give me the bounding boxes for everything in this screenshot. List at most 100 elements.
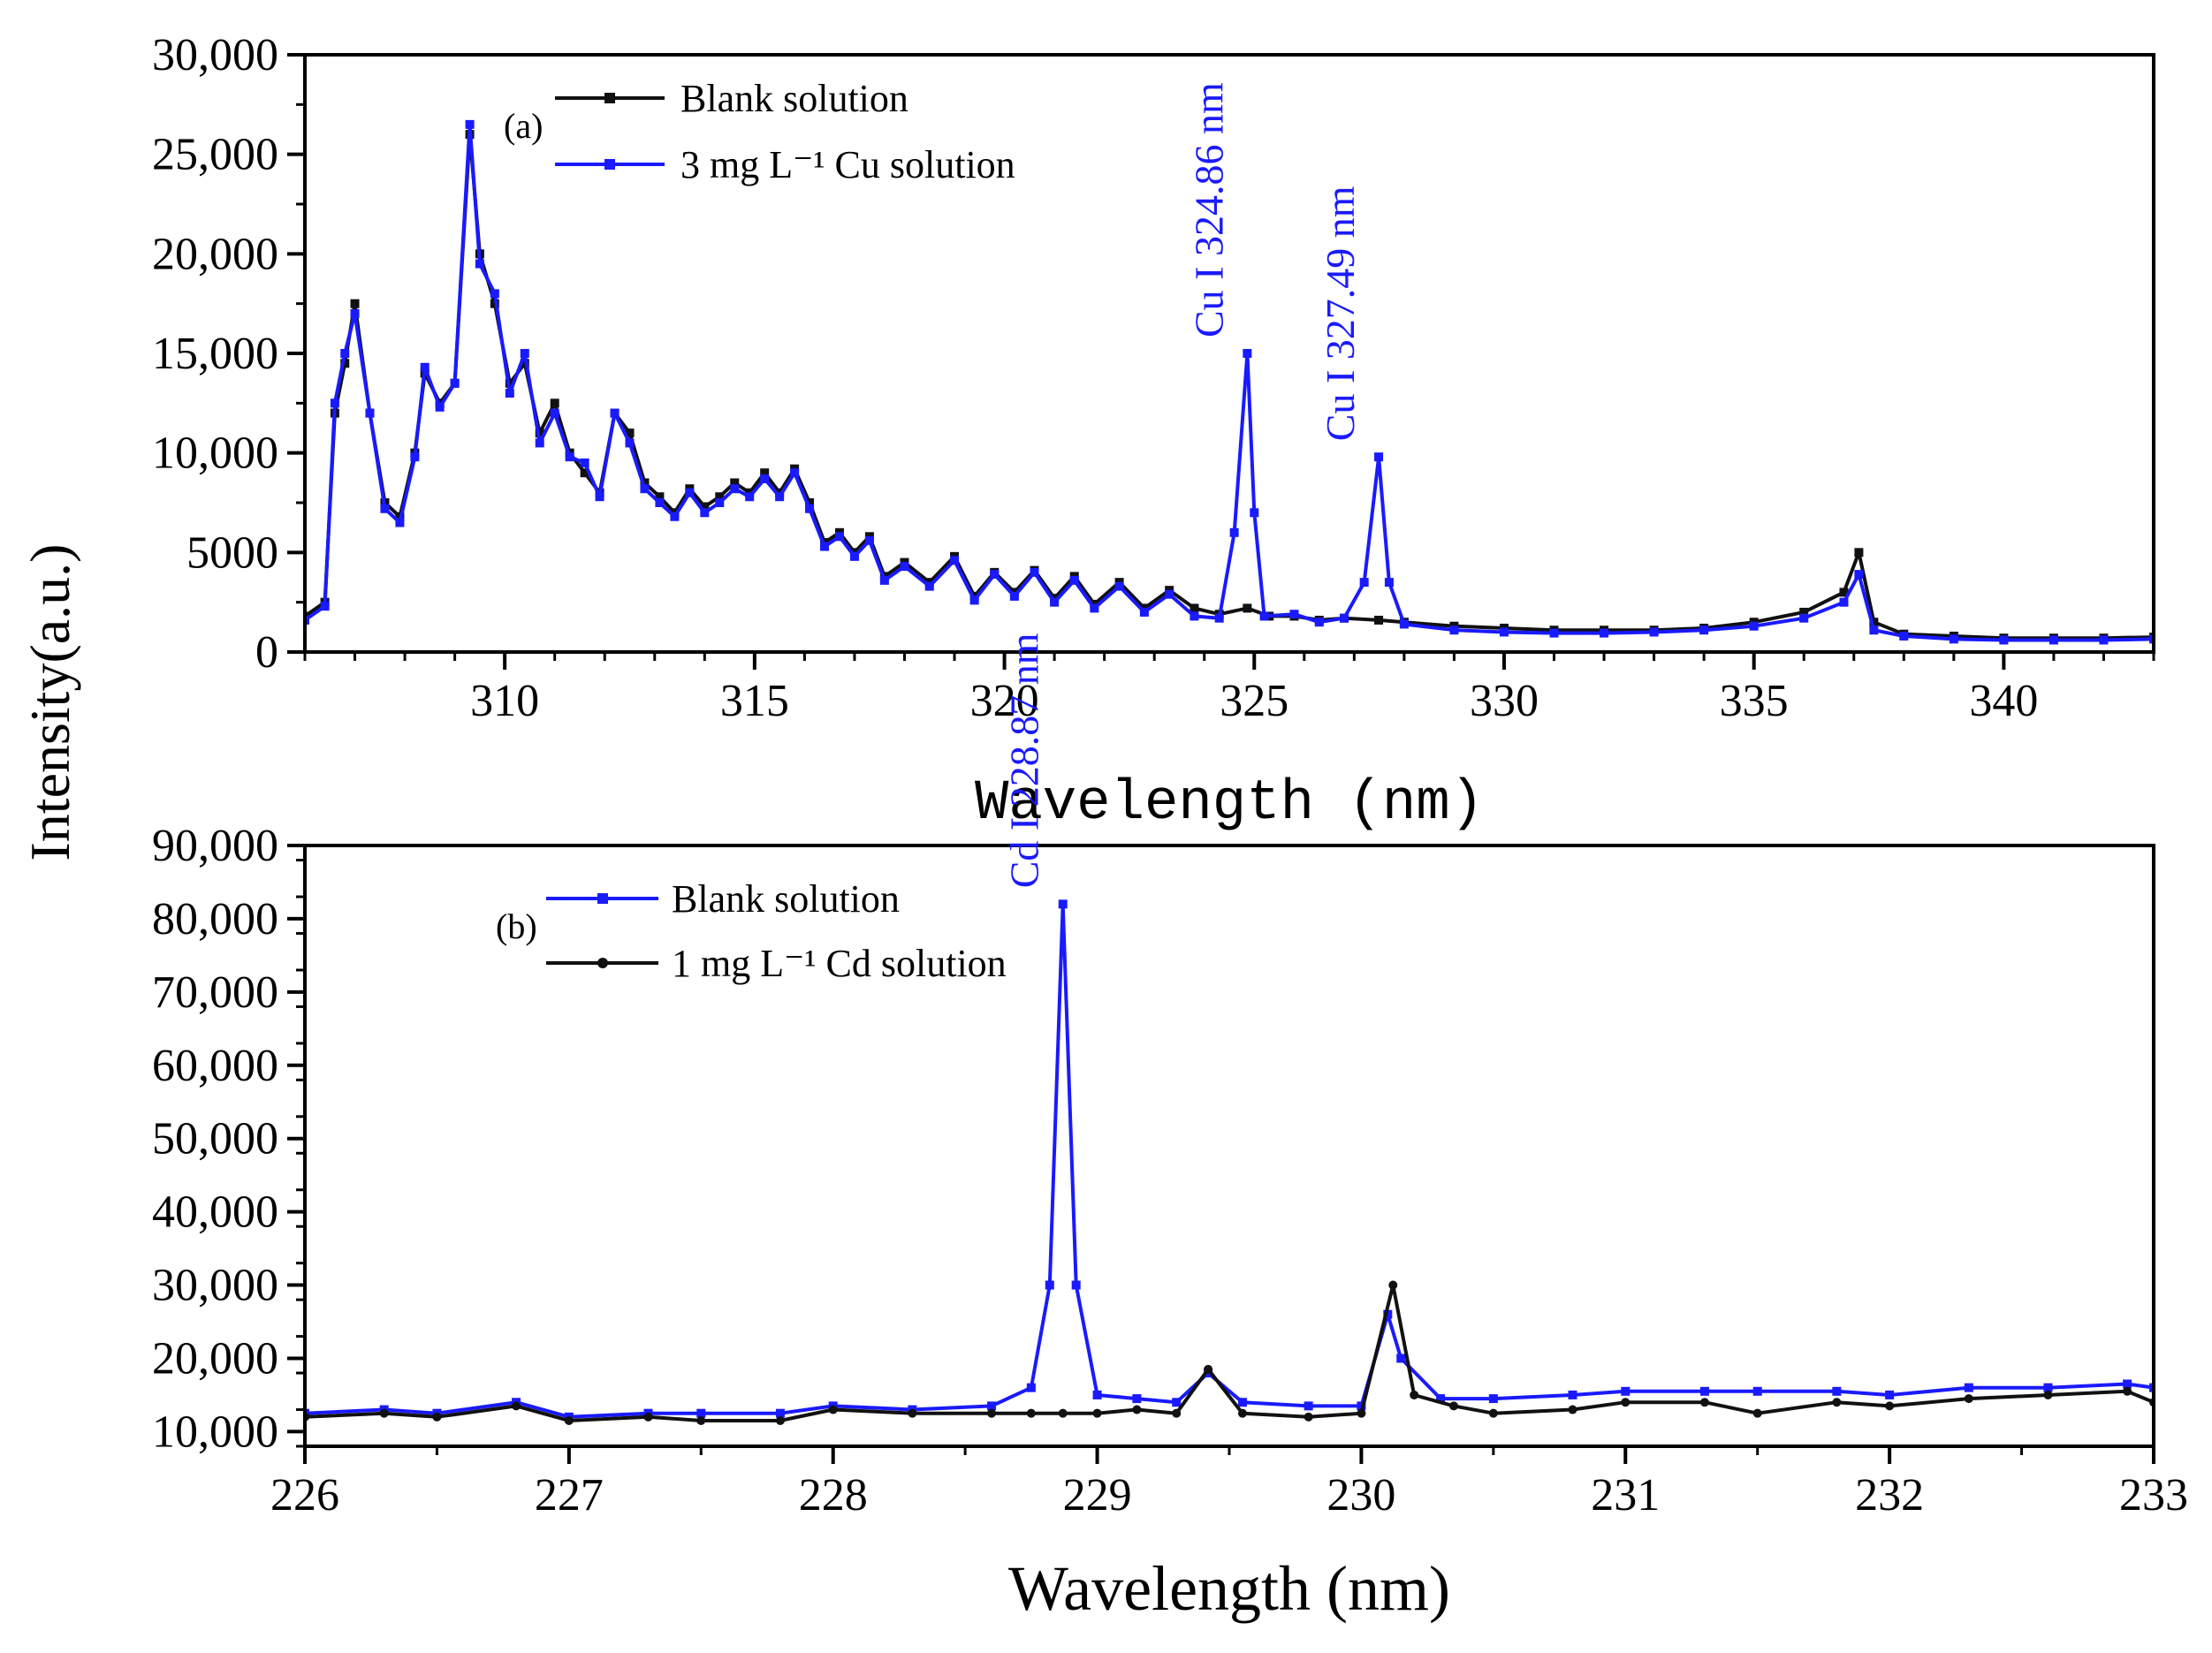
legend-a-blank-marker (604, 93, 615, 103)
panel-a-series-1-point-5 (365, 408, 375, 418)
panel-b-series-1-point-32 (2123, 1386, 2132, 1396)
panel-a-series-1-point-9 (420, 362, 429, 372)
panel-a-series-1-point-69 (1549, 628, 1559, 638)
panel-a-series-1-point-30 (730, 484, 740, 494)
panel-a-series-1-point-43 (950, 556, 960, 565)
panel-b-series-1-point-18 (1304, 1412, 1313, 1422)
legend-a-cu-text: 3 mg L⁻¹ Cu solution (680, 143, 1015, 186)
panel-b-x-tick-label: 229 (1063, 1470, 1132, 1520)
panel-b-x-tick-label: 227 (535, 1470, 604, 1520)
panel-a-series-1-point-16 (520, 349, 529, 358)
legend-b-blank-marker (597, 893, 608, 904)
panel-a-series-0-point-54 (1190, 603, 1199, 613)
panel-b-frame (303, 844, 2155, 1448)
panel-b-series-1-line (305, 1283, 2154, 1422)
panel-a-x-tick-label: 310 (470, 676, 539, 726)
panel-a-series-1-point-4 (350, 308, 360, 318)
panel-b-series-0-point-34 (2123, 1379, 2132, 1389)
panel-b-peak-annotation-0: Cd I 228.87 nm (1002, 633, 1047, 888)
panel-b-series-0-point-19 (1237, 1398, 1247, 1407)
panel-a-series-1-point-36 (820, 542, 830, 551)
panel-b-series-1-point-10 (987, 1408, 997, 1418)
panel-a-y-tick-label: 25,000 (152, 130, 278, 180)
panel-b-y-tick-label: 40,000 (152, 1187, 278, 1238)
panel-b-series-0-point-14 (1071, 1280, 1081, 1290)
panel-a-series-1-point-68 (1499, 627, 1509, 637)
panel-b-series-0-point-22 (1383, 1309, 1393, 1319)
shared-y-axis-label: Intensity(a.u.) (19, 544, 81, 861)
panel-b-series-1-point-17 (1237, 1408, 1247, 1418)
panel-b-series-1-point-21 (1410, 1390, 1419, 1399)
panel-b-series-1-point-11 (1026, 1408, 1036, 1418)
panel-b-chart: 226 227 228 229 230 231 232 233 10,000 20,000 30,0… (152, 633, 2188, 1624)
panel-b-series-1-point-20 (1388, 1280, 1398, 1290)
panel-b-y-tick-label: 80,000 (152, 894, 278, 944)
panel-a-series-0-point-29 (715, 492, 725, 502)
panel-a-series-1-point-12 (465, 119, 475, 129)
panel-a-series-1-point-60 (1289, 610, 1299, 619)
panel-b-series-1-point-9 (908, 1408, 917, 1418)
panel-a-chart: 310 315 320 325 330 335 340 0 5000 10,000 15,000 20… (152, 30, 2155, 836)
legend-a-blank-text: Blank solution (680, 77, 908, 120)
panel-b-series-1-point-6 (696, 1415, 706, 1425)
panel-a-x-tick-label: 325 (1220, 676, 1288, 726)
panel-a-series-0-point-56 (1243, 603, 1252, 613)
panel-a-series-1-point-18 (550, 408, 559, 418)
panel-a-series-1-point-41 (900, 562, 909, 572)
panel-a-series-1-point-81 (2049, 635, 2058, 645)
panel-a-series-1-point-8 (410, 452, 420, 462)
panel-b-label: (b) (496, 906, 537, 946)
panel-a-y-tick-label: 30,000 (152, 30, 278, 80)
panel-a-x-tick-label: 320 (970, 676, 1039, 726)
panel-b-series-0-point-6 (696, 1408, 706, 1418)
panel-b-series-0-point-24 (1436, 1394, 1446, 1404)
panel-a-x-axis-label: Wavelength (nm) (975, 772, 1484, 836)
panel-a-series-1-point-40 (879, 575, 889, 585)
panel-a-series-1-point-37 (834, 532, 844, 542)
panel-b-series-1-point-1 (379, 1408, 389, 1418)
panel-a-x-tick-label: 315 (720, 676, 789, 726)
panel-a-series-1-line (305, 122, 2154, 642)
panel-b-series-1-point-26 (1699, 1398, 1709, 1407)
panel-a-series-1-point-72 (1699, 626, 1709, 635)
panel-b-series-1-point-24 (1568, 1405, 1577, 1414)
panel-a-series-1-point-46 (1009, 591, 1019, 601)
panel-a-series-0-point-3 (340, 359, 350, 368)
panel-a-series-1-point-13 (475, 259, 484, 269)
legend-a-cu-marker (604, 159, 615, 170)
panel-a-series-1-point-58 (1250, 508, 1259, 518)
panel-b-series-0-point-25 (1488, 1394, 1498, 1404)
panel-a-y-tick-label: 15,000 (152, 329, 278, 379)
panel-a-series-1-point-64 (1374, 452, 1384, 462)
panel-b-series-0-point-10 (987, 1401, 997, 1411)
panel-a-series-1-point-25 (655, 498, 665, 507)
panel-b-series-0-point-26 (1568, 1390, 1577, 1399)
panel-a-series-1-point-48 (1050, 597, 1060, 607)
panel-a-series-1-point-80 (1999, 635, 2009, 645)
panel-b-legend: Blank solution 1 mg L⁻¹ Cd solution (546, 877, 1007, 985)
panel-b-x-tick-label: 228 (799, 1470, 868, 1520)
panel-b-series-1-point-5 (643, 1412, 653, 1422)
panel-a-series-0-point-23 (625, 428, 635, 438)
panel-a-x-tick-label: 340 (1969, 676, 2038, 726)
panel-a-series-1-point-27 (685, 488, 695, 497)
panel-a-series-0-point-18 (550, 398, 559, 408)
panel-a-series-1-point-66 (1399, 619, 1409, 629)
panel-a-series-1-point-28 (700, 508, 710, 518)
panel-b-x-axis-label: Wavelength (nm) (1008, 1553, 1450, 1624)
panel-b-series-0-point-23 (1396, 1353, 1406, 1363)
panel-b-series-1-point-28 (1832, 1398, 1842, 1407)
panel-b-series-0-point-35 (2149, 1383, 2154, 1392)
panel-b-series-0-point-16 (1132, 1394, 1142, 1404)
panel-b-series-1-point-14 (1132, 1405, 1142, 1414)
panel-a-series-1-point-76 (1854, 570, 1864, 580)
panel-a-legend: Blank solution 3 mg L⁻¹ Cu solution (555, 77, 1015, 186)
panel-b-series-0-point-27 (1621, 1386, 1630, 1396)
panel-b-series-1-point-16 (1204, 1364, 1213, 1374)
panel-a-series-1-point-78 (1899, 631, 1909, 641)
panel-b-series-1-point-30 (1964, 1394, 1973, 1404)
panel-a-series-1-point-34 (790, 468, 800, 478)
panel-a-series-0-point-20 (580, 468, 589, 478)
panel-a-series-1-point-42 (924, 581, 934, 591)
panel-b-y-tick-label: 70,000 (152, 967, 278, 1018)
